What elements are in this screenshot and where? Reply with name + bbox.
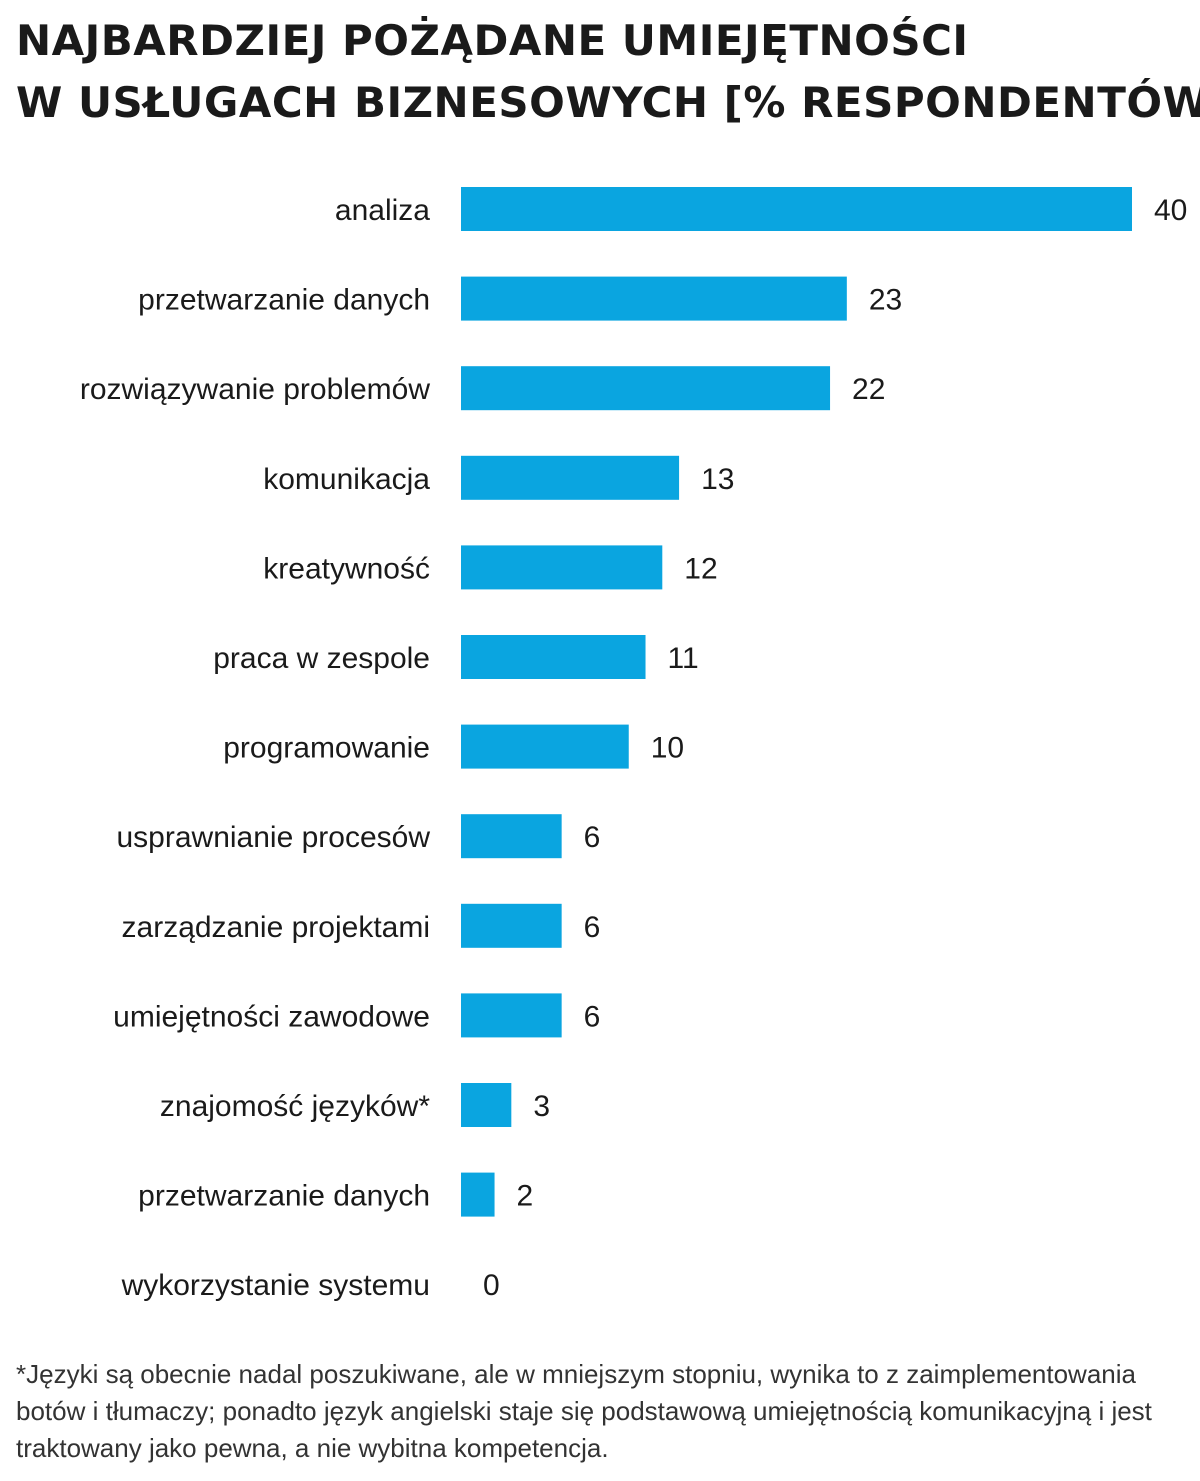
bar	[461, 366, 831, 411]
footnote: *Języki są obecnie nadal poszukiwane, al…	[16, 1359, 1152, 1463]
category-label: umiejętności zawodowe	[113, 1000, 430, 1033]
category-label: kreatywność	[263, 552, 430, 585]
category-label: zarządzanie projektami	[122, 911, 430, 944]
value-label: 11	[668, 642, 699, 675]
bar	[461, 903, 562, 948]
value-label: 23	[869, 284, 902, 317]
category-label: usprawnianie procesów	[116, 821, 430, 854]
bar	[461, 455, 680, 500]
bar	[461, 635, 646, 679]
value-label: 2	[517, 1180, 534, 1213]
category-label: komunikacja	[263, 463, 430, 496]
bar	[461, 1172, 495, 1217]
value-label: 6	[584, 1000, 601, 1033]
value-label: 10	[651, 732, 684, 765]
value-label: 0	[483, 1269, 500, 1302]
bar	[461, 993, 562, 1038]
category-label: programowanie	[223, 732, 430, 765]
bar	[461, 814, 562, 859]
category-label: praca w zespole	[213, 642, 430, 675]
value-label: 3	[533, 1090, 550, 1123]
category-label: przetwarzanie danych	[138, 284, 430, 317]
bar	[461, 276, 847, 321]
category-label: rozwiązywanie problemów	[80, 373, 430, 406]
value-label: 12	[684, 552, 717, 585]
bar	[461, 1083, 512, 1127]
category-label: przetwarzanie danych	[138, 1180, 430, 1213]
chart-title: NAJBARDZIEJ POŻĄDANE UMIEJĘTNOŚCI W USŁU…	[16, 10, 1200, 134]
value-label: 6	[584, 821, 601, 854]
value-label: 13	[701, 463, 734, 496]
bar	[461, 545, 663, 590]
value-label: 40	[1154, 194, 1187, 227]
chart-title-line-1: NAJBARDZIEJ POŻĄDANE UMIEJĘTNOŚCI	[16, 16, 969, 65]
category-label: wykorzystanie systemu	[121, 1269, 430, 1302]
bar	[461, 187, 1132, 231]
bar	[461, 724, 629, 769]
value-label: 6	[584, 911, 601, 944]
chart-title-line-2: W USŁUGACH BIZNESOWYCH [% RESPONDENTÓW]	[16, 78, 1200, 127]
category-label: analiza	[335, 194, 430, 227]
value-label: 22	[852, 373, 885, 406]
category-label: znajomość języków*	[160, 1090, 430, 1123]
